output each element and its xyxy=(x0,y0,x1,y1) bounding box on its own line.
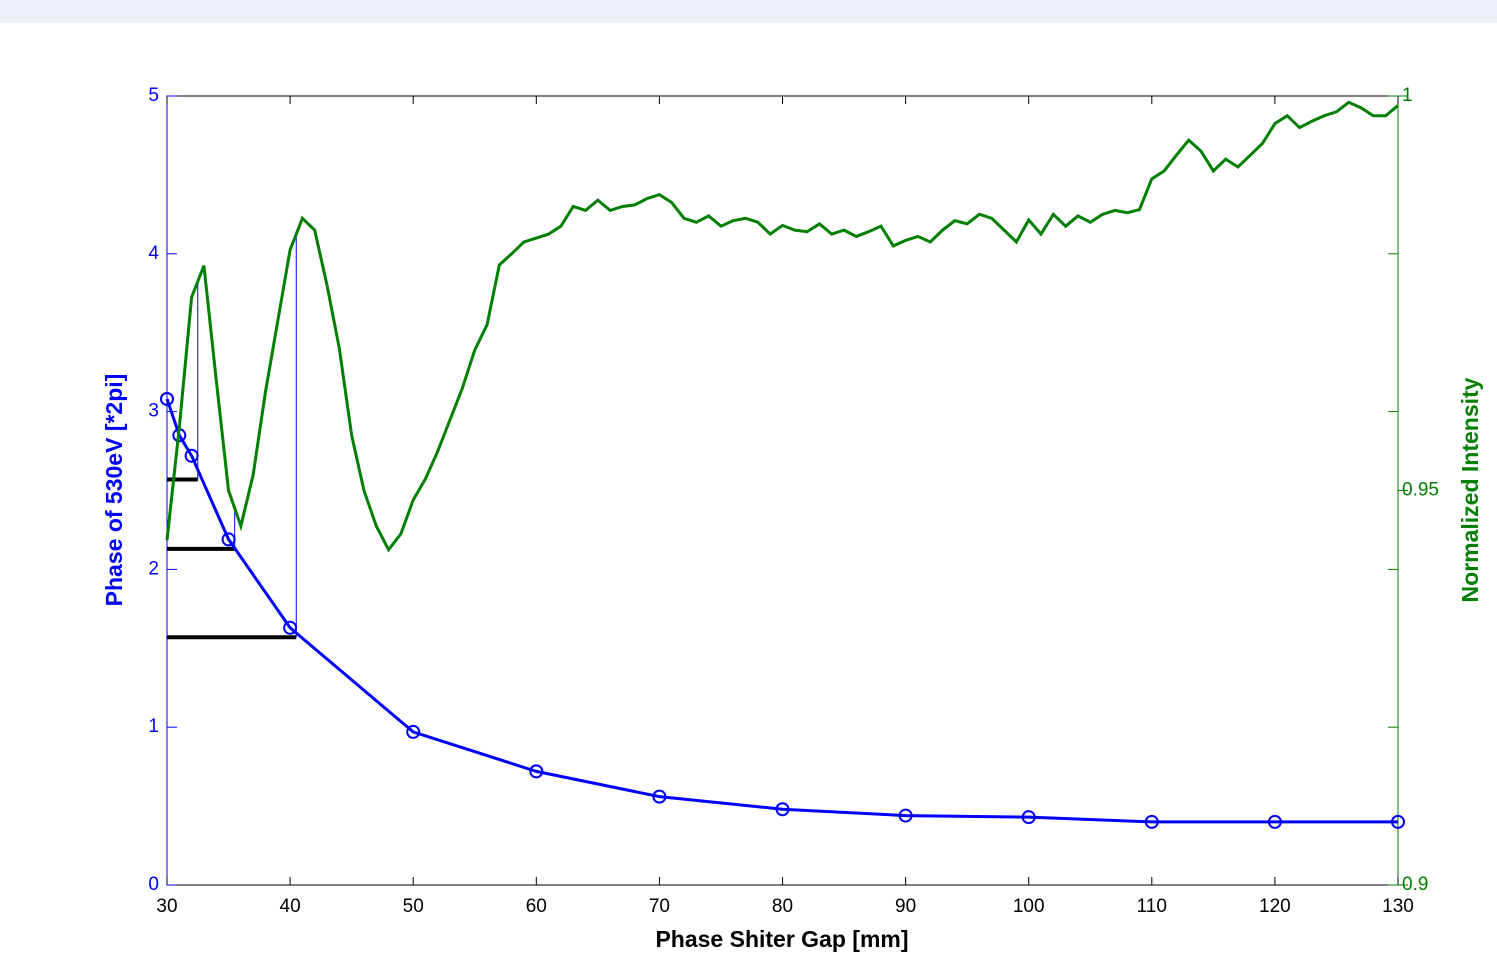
y-axis-label: Phase of 530eV [*2pi] xyxy=(101,374,127,607)
y-tick-label: 3 xyxy=(148,401,159,422)
marker xyxy=(1021,810,1036,825)
y-tick-label: 4 xyxy=(148,243,159,264)
marker xyxy=(283,620,298,635)
y2-tick-label: 0.95 xyxy=(1402,480,1439,501)
top-band xyxy=(0,0,1497,23)
plot-area xyxy=(166,95,1399,886)
x-tick-label: 120 xyxy=(1259,896,1291,917)
marker xyxy=(898,808,913,823)
x-tick-label: 60 xyxy=(526,896,547,917)
y2-tick-label: 1 xyxy=(1402,85,1413,106)
marker xyxy=(529,764,544,779)
marker xyxy=(775,802,790,817)
x-tick-label: 70 xyxy=(649,896,670,917)
marker xyxy=(1267,814,1282,829)
y-tick-label: 1 xyxy=(148,716,159,737)
x-tick-label: 90 xyxy=(895,896,916,917)
x-tick-label: 110 xyxy=(1137,896,1167,917)
series-line xyxy=(165,398,1398,824)
x-tick-label: 100 xyxy=(1013,896,1045,917)
y2-axis-label: Normalized Intensity xyxy=(1457,377,1483,602)
x-tick-label: 40 xyxy=(280,896,301,917)
x-tick-label: 50 xyxy=(403,896,424,917)
marker xyxy=(160,391,174,406)
y-tick-label: 0 xyxy=(148,874,159,895)
y-tick-label: 2 xyxy=(148,558,159,579)
x-tick-label: 30 xyxy=(156,896,177,917)
x-tick-label: 80 xyxy=(772,896,793,917)
marker xyxy=(1144,814,1159,829)
marker xyxy=(221,532,236,547)
x-axis-label: Phase Shiter Gap [mm] xyxy=(655,926,908,952)
y-tick-label: 5 xyxy=(148,85,159,106)
marker xyxy=(1391,814,1405,829)
y2-tick-label: 0.9 xyxy=(1402,874,1428,895)
series-line xyxy=(165,100,1399,553)
marker xyxy=(406,724,421,739)
x-tick-label: 130 xyxy=(1382,896,1414,917)
marker xyxy=(652,789,667,804)
marker xyxy=(184,448,199,463)
